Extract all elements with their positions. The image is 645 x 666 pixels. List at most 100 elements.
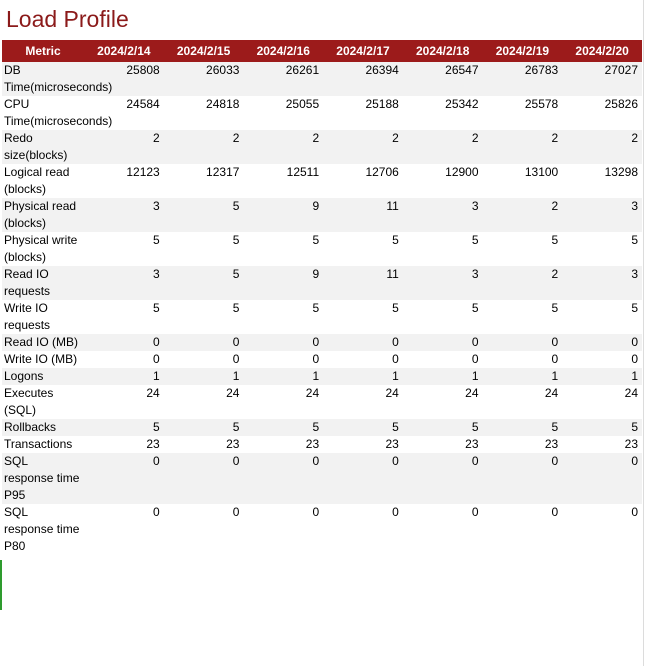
metric-value: 2 [482,130,563,164]
metric-value: 12123 [84,164,164,198]
metric-value: 24 [84,385,164,419]
metric-value: 23 [562,436,642,453]
metric-value: 5 [243,232,324,266]
metric-value: 25342 [402,96,483,130]
metric-value: 5 [163,232,244,266]
column-header-date: 2024/2/14 [84,40,164,62]
table-header-row: Metric 2024/2/14 2024/2/15 2024/2/16 202… [2,40,642,62]
column-header-date: 2024/2/16 [243,40,324,62]
metric-label: Transactions [2,436,85,453]
metric-value: 23 [243,436,324,453]
metric-value: 0 [482,453,563,504]
column-header-date: 2024/2/20 [562,40,642,62]
metric-value: 0 [562,504,642,555]
metric-value: 0 [402,453,483,504]
metric-value: 5 [84,419,164,436]
metric-label: SQL response time P80 [2,504,85,555]
metric-value: 5 [323,300,403,334]
table-row: Executes (SQL) 24 24 24 24 24 24 24 [2,385,642,419]
metric-value: 1 [84,368,164,385]
table-row: Physical read (blocks) 3 5 9 11 3 2 3 [2,198,642,232]
metric-value: 25808 [84,62,164,96]
metric-value: 5 [323,419,403,436]
metric-value: 24 [243,385,324,419]
metric-value: 24 [562,385,642,419]
metric-label: Redo size(blocks) [2,130,85,164]
metric-value: 0 [482,504,563,555]
metric-label: Executes (SQL) [2,385,85,419]
metric-value: 25188 [323,96,403,130]
metric-value: 0 [323,504,403,555]
metric-value: 5 [402,232,483,266]
metric-value: 0 [243,351,324,368]
metric-label: Physical write (blocks) [2,232,85,266]
metric-value: 2 [482,198,563,232]
metric-value: 0 [402,334,483,351]
metric-value: 5 [402,300,483,334]
column-header-date: 2024/2/17 [323,40,403,62]
table-row: Physical write (blocks) 5 5 5 5 5 5 5 [2,232,642,266]
metric-value: 24 [482,385,563,419]
metric-value: 0 [163,504,244,555]
metric-value: 24 [402,385,483,419]
metric-value: 5 [562,300,642,334]
metric-value: 0 [562,351,642,368]
metric-value: 12900 [402,164,483,198]
metric-value: 9 [243,266,324,300]
metric-value: 0 [562,453,642,504]
metric-value: 1 [243,368,324,385]
metric-value: 0 [243,504,324,555]
metric-value: 3 [402,266,483,300]
metric-value: 0 [84,351,164,368]
metric-value: 25826 [562,96,642,130]
load-profile-table: Metric 2024/2/14 2024/2/15 2024/2/16 202… [2,40,642,555]
metric-value: 24818 [163,96,244,130]
metric-value: 5 [323,232,403,266]
metric-value: 0 [482,351,563,368]
metric-value: 5 [402,419,483,436]
metric-value: 2 [323,130,403,164]
table-row: Rollbacks 5 5 5 5 5 5 5 [2,419,642,436]
metric-value: 3 [402,198,483,232]
table-row: CPU Time(microseconds) 24584 24818 25055 251… [2,96,642,130]
metric-value: 9 [243,198,324,232]
metric-value: 5 [163,300,244,334]
metric-value: 11 [323,266,403,300]
metric-value: 26547 [402,62,483,96]
metric-label: Read IO requests [2,266,85,300]
table-row: Write IO requests 5 5 5 5 5 5 5 [2,300,642,334]
metric-value: 0 [562,334,642,351]
table-row: DB Time(microseconds) 25808 26033 26261 2639… [2,62,642,96]
column-header-metric: Metric [2,40,85,62]
metric-label: DB Time(microseconds) [2,62,113,96]
table-row: Transactions 23 23 23 23 23 23 23 [2,436,642,453]
metric-label: Write IO requests [2,300,85,334]
row-marker [0,560,2,610]
metric-value: 23 [163,436,244,453]
metric-value: 0 [84,504,164,555]
metric-label: Logons [2,368,85,385]
metric-value: 2 [163,130,244,164]
metric-value: 26394 [323,62,403,96]
table-row: Redo size(blocks) 2 2 2 2 2 2 2 [2,130,642,164]
metric-value: 23 [482,436,563,453]
metric-value: 0 [402,351,483,368]
page-title: Load Profile [6,6,129,32]
table-row: SQL response time P80 0 0 0 0 0 0 0 [2,504,642,555]
metric-value: 5 [562,419,642,436]
metric-value: 0 [243,453,324,504]
metric-value: 1 [323,368,403,385]
metric-value: 1 [482,368,563,385]
metric-value: 2 [482,266,563,300]
table-row: SQL response time P95 0 0 0 0 0 0 0 [2,453,642,504]
metric-label: Logical read (blocks) [2,164,85,198]
metric-value: 0 [243,334,324,351]
metric-value: 25055 [243,96,324,130]
metric-value: 23 [84,436,164,453]
column-header-date: 2024/2/18 [402,40,483,62]
metric-value: 2 [402,130,483,164]
metric-value: 24 [323,385,403,419]
metric-value: 1 [163,368,244,385]
metric-value: 0 [323,453,403,504]
